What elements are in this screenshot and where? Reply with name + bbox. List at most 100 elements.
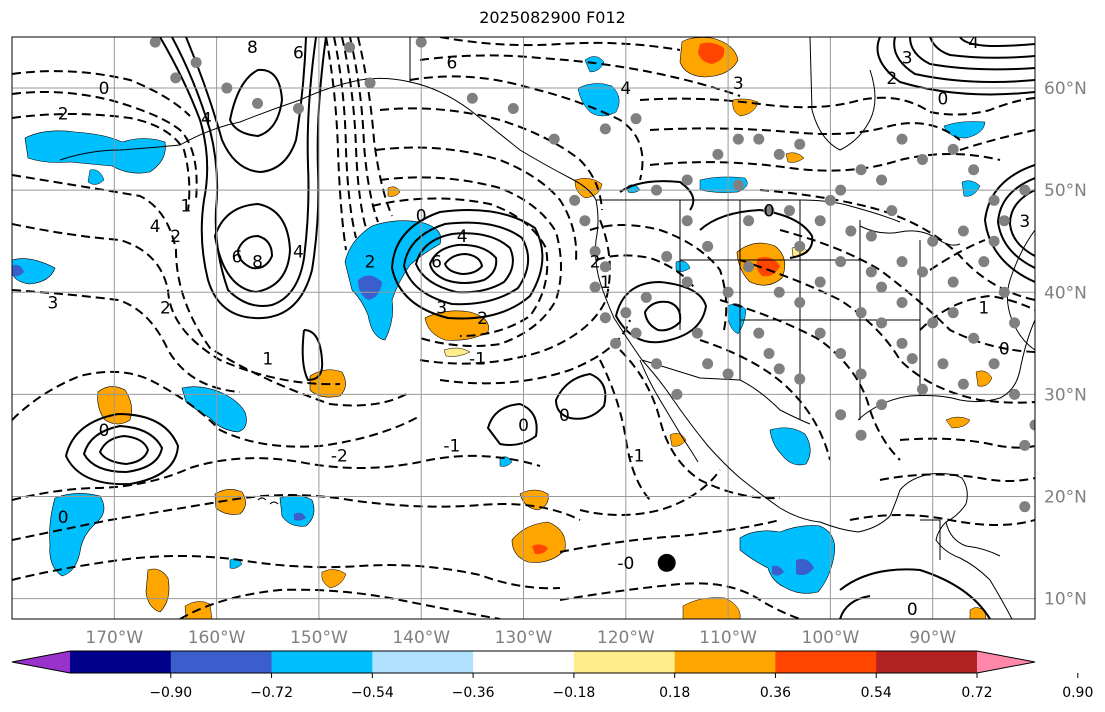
colorbar-extend-low (12, 651, 70, 673)
coastline-layer (59, 37, 1035, 619)
dashed-contour (699, 339, 831, 461)
station-dot (548, 133, 560, 145)
dashed-contour (12, 289, 241, 393)
colorbar-segment (271, 651, 373, 673)
contour-label: 2 (160, 299, 171, 319)
station-dot (702, 358, 714, 370)
contour-label: 3 (1019, 212, 1030, 232)
solid-contour (839, 568, 991, 619)
dashed-contour (12, 70, 191, 117)
station-dot (753, 327, 765, 339)
station-dot (876, 399, 888, 411)
station-dot (722, 368, 734, 380)
station-dot (957, 225, 969, 237)
fill-orange (214, 489, 246, 515)
station-dot (691, 327, 703, 339)
station-dot (988, 235, 1000, 247)
dashed-contour (12, 223, 341, 386)
contour-label: 3 (48, 293, 59, 313)
shaded-fill-layer (12, 37, 993, 619)
station-dot (743, 261, 755, 273)
station-dot (579, 215, 591, 227)
dashed-contour (379, 176, 562, 347)
station-dot (916, 266, 928, 278)
contour-label: -1 (443, 436, 460, 456)
dashed-contour (899, 437, 1035, 449)
station-dot (855, 164, 867, 176)
central-america (920, 519, 1001, 560)
station-dot (599, 123, 611, 135)
dashed-contour (419, 219, 611, 365)
station-dot (190, 57, 202, 69)
fill-blue (727, 303, 747, 335)
coastline-gulf (857, 319, 1035, 421)
colorbar-segment (876, 651, 978, 673)
border-us-canada (596, 199, 901, 223)
hudson-bay (809, 37, 876, 151)
station-dot (794, 296, 806, 308)
station-dot (998, 286, 1010, 298)
contour-label: 4 (293, 242, 304, 262)
fill-blue (87, 169, 105, 185)
station-dot (814, 215, 826, 227)
contour-label: 1 (978, 299, 989, 319)
dashed-contour (12, 454, 541, 501)
station-dot (957, 378, 969, 390)
fill-blue (943, 121, 986, 139)
dashed-contour (619, 349, 781, 500)
fill-blue (279, 495, 315, 527)
dashed-contour (12, 494, 581, 541)
station-dot (968, 332, 980, 344)
station-dot (599, 312, 611, 324)
colorbar-tick-label: −0.36 (452, 685, 495, 701)
dashed-contour (439, 37, 681, 51)
station-dot (569, 194, 581, 206)
dashed-contour (595, 254, 697, 291)
station-dot (794, 373, 806, 385)
solid-contour (959, 37, 1035, 48)
station-dot (896, 133, 908, 145)
station-dot (855, 368, 867, 380)
solid-contour (443, 252, 484, 276)
fill-orange (145, 568, 170, 613)
colorbar-tick-labels: −0.90 −0.72 −0.54 −0.36 −0.18 0.18 0.36 0.54 0.7… (149, 673, 1093, 701)
station-dot (681, 276, 693, 288)
station-dot (794, 240, 806, 252)
station-dot (988, 194, 1000, 206)
solid-contour (839, 595, 871, 619)
longitude-tick-label: 150°W (290, 628, 348, 648)
latitude-tick-label: 60°N (1044, 79, 1087, 99)
longitude-tick-label: 110°W (699, 628, 757, 648)
station-dot (252, 97, 264, 109)
fill-blue (577, 83, 620, 117)
station-layer (149, 37, 1035, 513)
station-dot (630, 113, 642, 125)
station-dot (1019, 501, 1031, 513)
dashed-contour (919, 294, 1035, 331)
solid-contour (301, 329, 324, 382)
dashed-contour (579, 469, 721, 516)
station-dot (712, 148, 724, 160)
contour-label: 4 (150, 217, 161, 237)
latitude-tick-label: 40°N (1044, 283, 1087, 303)
station-dot (589, 245, 601, 257)
station-dot (988, 358, 1000, 370)
colorbar (11, 650, 1036, 674)
dashed-contour (179, 588, 501, 619)
dashed-contour (357, 37, 393, 217)
fill-blue (12, 258, 56, 285)
fill-blue (961, 180, 981, 197)
dashed-contour (12, 113, 191, 211)
station-dot (845, 225, 857, 237)
contour-label: 0 (518, 416, 529, 436)
station-dot (364, 77, 376, 89)
station-dot (916, 154, 928, 166)
contour-label: 8 (247, 38, 258, 58)
station-dot (415, 37, 427, 48)
latitude-ticks: 60°N 50°N 40°N 30°N 20°N 10°N (1044, 79, 1087, 610)
islands-hawaii (257, 497, 279, 505)
dashed-contour (12, 370, 421, 448)
contour-label: 2 (886, 69, 897, 89)
contour-label: 2 (590, 253, 601, 273)
